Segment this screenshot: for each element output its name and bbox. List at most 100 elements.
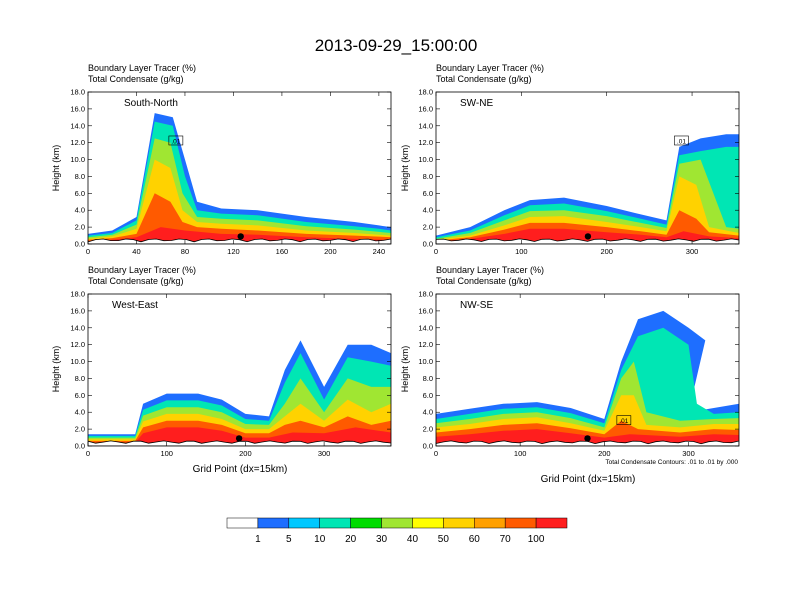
y-tick-label: 12.0 <box>418 340 433 349</box>
colorbar-label: 5 <box>286 534 292 545</box>
y-tick-label: 14.0 <box>418 323 433 332</box>
panel-header-line1: Boundary Layer Tracer (%) <box>88 63 196 73</box>
y-tick-label: 8.0 <box>75 374 85 383</box>
y-tick-label: 14.0 <box>418 121 433 130</box>
colorbar-label: 70 <box>500 534 512 545</box>
panel-nw-se: Boundary Layer Tracer (%) Total Condensa… <box>400 265 740 485</box>
x-tick-label: 0 <box>434 247 438 256</box>
panel-south-north: Boundary Layer Tracer (%) Total Condensa… <box>51 63 392 256</box>
plot-frame <box>435 293 740 447</box>
colorbar-label: 100 <box>528 534 545 545</box>
y-tick-label: 10.0 <box>70 357 85 366</box>
panel-header-line2: Total Condensate (g/kg) <box>88 276 184 286</box>
y-tick-label: 10.0 <box>70 155 85 164</box>
colorbar-swatch <box>319 517 351 529</box>
x-tick-label: 200 <box>600 247 613 256</box>
colorbar-label: 40 <box>407 534 419 545</box>
y-tick-label: 6.0 <box>75 189 85 198</box>
contour-label-box <box>674 135 689 146</box>
panel-header-line2: Total Condensate (g/kg) <box>88 74 184 84</box>
panel-label: NW-SE <box>460 300 493 311</box>
y-tick-label: 2.0 <box>423 425 433 434</box>
y-tick-label: 18.0 <box>70 88 85 97</box>
y-tick-label: 12.0 <box>70 340 85 349</box>
y-tick-label: 10.0 <box>418 155 433 164</box>
y-tick-label: 10.0 <box>418 357 433 366</box>
x-tick-label: 200 <box>324 247 337 256</box>
y-tick-label: 4.0 <box>423 206 433 215</box>
y-tick-label: 8.0 <box>423 172 433 181</box>
x-tick-label: 300 <box>682 449 695 458</box>
location-marker <box>584 233 592 240</box>
contour-label-box <box>168 135 184 146</box>
tracer-band-3 <box>436 176 739 244</box>
y-tick-label: 12.0 <box>418 138 433 147</box>
y-tick-label: 6.0 <box>423 391 433 400</box>
y-tick-label: 2.0 <box>423 223 433 232</box>
colorbar-label: 60 <box>469 534 481 545</box>
y-tick-label: 4.0 <box>75 408 85 417</box>
colorbar-label: 10 <box>314 534 326 545</box>
location-marker <box>584 435 591 442</box>
y-tick-label: 6.0 <box>75 391 85 400</box>
location-marker <box>235 435 243 442</box>
plot-frame <box>435 91 740 245</box>
terrain <box>436 238 739 244</box>
colorbar-swatch <box>226 517 259 529</box>
y-tick-label: 16.0 <box>70 306 85 315</box>
contour-footnote: Total Condensate Contours: .01 to .01 by… <box>605 459 738 466</box>
panel-header-line1: Boundary Layer Tracer (%) <box>436 265 544 275</box>
y-tick-label: 0.0 <box>423 240 433 249</box>
y-tick-label: 0.0 <box>75 442 85 451</box>
y-tick-label: 0.0 <box>423 442 433 451</box>
x-tick-label: 120 <box>227 247 240 256</box>
y-tick-label: 16.0 <box>418 104 433 113</box>
plot-area: .01 0.0 2.0 4.0 6.0 8.0 10.0 12.0 14.0 16.0 18.0 0 1… <box>418 290 740 458</box>
y-tick-label: 18.0 <box>418 290 433 299</box>
x-tick-label: 0 <box>86 449 90 458</box>
tracer-field <box>436 310 739 446</box>
panel-header-line2: Total Condensate (g/kg) <box>436 74 532 84</box>
panel-header-line2: Total Condensate (g/kg) <box>436 276 532 286</box>
y-tick-label: 4.0 <box>75 206 85 215</box>
y-tick-label: 8.0 <box>75 172 85 181</box>
y-axis-label: Height (km) <box>51 145 61 192</box>
plot-area: .01 0.0 2.0 4.0 6.0 8.0 10.0 12.0 14.0 16.0 18.0 0 1… <box>418 88 740 256</box>
y-tick-label: 16.0 <box>418 306 433 315</box>
panel-label: South-North <box>124 98 178 109</box>
colorbar-label: 20 <box>345 534 357 545</box>
colorbar-swatch <box>350 517 382 529</box>
terrain <box>88 440 391 446</box>
y-axis-label: Height (km) <box>400 145 410 192</box>
x-axis-label: Grid Point (dx=15km) <box>193 464 288 475</box>
x-axis-label: Grid Point (dx=15km) <box>541 474 636 485</box>
colorbar: 1 5 10 20 30 40 50 60 70 100 <box>226 517 568 545</box>
y-tick-label: 18.0 <box>70 290 85 299</box>
x-tick-label: 40 <box>132 247 140 256</box>
x-tick-label: 0 <box>434 449 438 458</box>
figure-title: 2013-09-29_15:00:00 <box>315 36 478 55</box>
colorbar-swatch <box>381 517 413 529</box>
y-tick-label: 4.0 <box>423 408 433 417</box>
colorbar-swatch <box>535 517 568 529</box>
x-tick-label: 160 <box>276 247 289 256</box>
contour-label: .01 <box>677 138 686 145</box>
colorbar-swatch <box>288 517 320 529</box>
colorbar-swatch <box>257 517 290 529</box>
x-tick-label: 80 <box>181 247 189 256</box>
plot-area: 0.0 2.0 4.0 6.0 8.0 10.0 12.0 14.0 16.0 18.0 0 100 2… <box>70 290 392 458</box>
panel-west-east: Boundary Layer Tracer (%) Total Condensa… <box>51 265 392 475</box>
location-marker <box>237 233 244 240</box>
y-tick-label: 14.0 <box>70 323 85 332</box>
y-tick-label: 6.0 <box>423 189 433 198</box>
y-tick-label: 2.0 <box>75 425 85 434</box>
y-tick-label: 2.0 <box>75 223 85 232</box>
colorbar-swatch <box>412 517 444 529</box>
plot-frame <box>87 293 392 447</box>
tracer-field <box>436 134 739 244</box>
y-axis-label: Height (km) <box>51 346 61 393</box>
terrain <box>88 238 391 244</box>
panel-header-line1: Boundary Layer Tracer (%) <box>436 63 544 73</box>
colorbar-swatch <box>443 517 475 529</box>
plot-area: .01 0.0 2.0 4.0 6.0 8.0 10.0 12.0 14.0 16.0 18.0 0 4… <box>70 88 392 256</box>
